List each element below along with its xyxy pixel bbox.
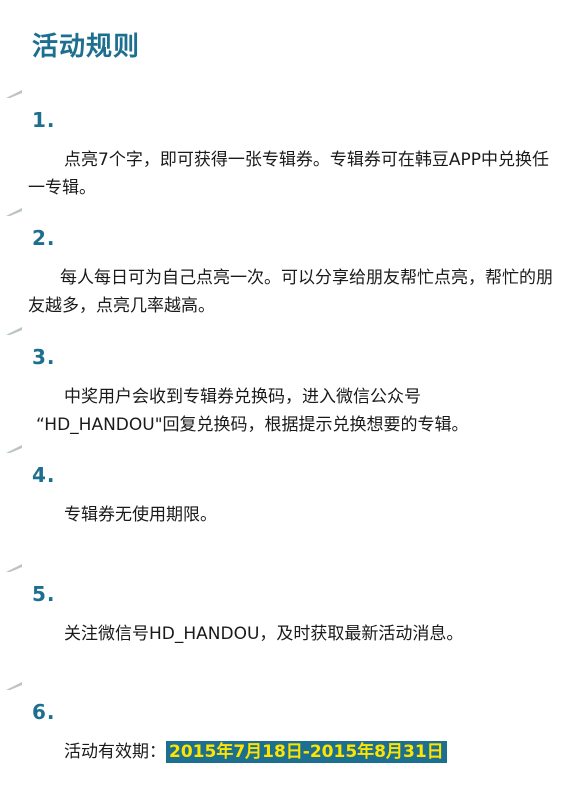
corner-accent-icon xyxy=(6,327,22,335)
corner-accent-icon xyxy=(6,90,22,98)
rule-text: 中奖用户会收到专辑券兑换码，进入微信公众号 “HD_HANDOU"回复兑换码，根… xyxy=(28,383,556,439)
corner-accent-icon xyxy=(6,682,22,690)
rule-text: 专辑券无使用期限。 xyxy=(64,505,217,525)
rule-text-line-1: 中奖用户会收到专辑券兑换码，进入微信公众号 xyxy=(64,387,421,407)
rule-number: 6. xyxy=(32,700,56,724)
rule-text: 关注微信号HD_HANDOU，及时获取最新活动消息。 xyxy=(64,624,464,644)
rule-text: 每人每日可为自己点亮一次。可以分享给朋友帮忙点亮，帮忙的朋友越多，点亮几率越高。 xyxy=(28,268,553,316)
rule-number: 4. xyxy=(32,463,56,487)
rule-number: 2. xyxy=(32,226,56,250)
rule-number: 3. xyxy=(32,345,56,369)
rule-number: 1. xyxy=(32,108,56,132)
rule-text: 活动有效期： 2015年7月18日-2015年8月31日 xyxy=(28,738,556,766)
validity-date-range: 2015年7月18日-2015年8月31日 xyxy=(166,741,447,763)
rule-text-line-2: “HD_HANDOU"回复兑换码，根据提示兑换想要的专辑。 xyxy=(36,415,469,435)
validity-label: 活动有效期： xyxy=(64,742,166,762)
rule-number: 5. xyxy=(32,582,56,606)
corner-accent-icon xyxy=(6,445,22,453)
corner-accent-icon xyxy=(6,564,22,572)
page-title: 活动规则 xyxy=(32,32,141,62)
rule-text: 点亮7个字，即可获得一张专辑券。专辑券可在韩豆APP中兑换任一专辑。 xyxy=(28,150,549,198)
corner-accent-icon xyxy=(6,208,22,216)
